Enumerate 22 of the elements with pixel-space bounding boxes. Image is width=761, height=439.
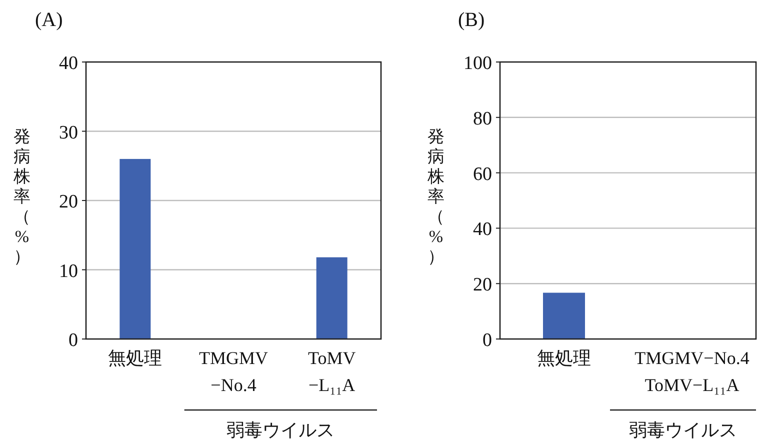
x-tick-label: TMGMV−No.4 ToMV−L₁₁A	[634, 348, 750, 395]
y-tick-label: 0	[68, 330, 78, 351]
chart-title: (B)	[458, 9, 485, 31]
y-tick-label: 20	[473, 274, 492, 296]
y-tick-label: 10	[59, 260, 78, 282]
x-tick-label: TMGMV −No.4	[198, 348, 268, 395]
y-tick-label: 60	[473, 164, 492, 185]
y-tick-label: 20	[59, 192, 78, 212]
x-tick-label: 無処理	[537, 348, 591, 368]
chart-title: (A)	[35, 9, 63, 31]
text: 弱毒ウイルス	[226, 420, 335, 439]
x-tick-label: 無処理	[108, 348, 162, 368]
y-tick-label: 0	[482, 330, 492, 351]
y-tick-label: 40	[59, 53, 78, 74]
y-tick-label: 80	[473, 108, 492, 130]
y-tick-label: 30	[59, 122, 78, 144]
x-tick-label: ToMV −L₁₁A	[308, 348, 356, 395]
y-axis-title: 発病株率（%）	[426, 127, 444, 266]
y-tick-label: 40	[473, 219, 492, 240]
y-tick-label: 100	[464, 53, 492, 74]
text: 弱毒ウイルス	[629, 420, 737, 439]
y-axis-title: 発病株率（%）	[12, 127, 30, 266]
